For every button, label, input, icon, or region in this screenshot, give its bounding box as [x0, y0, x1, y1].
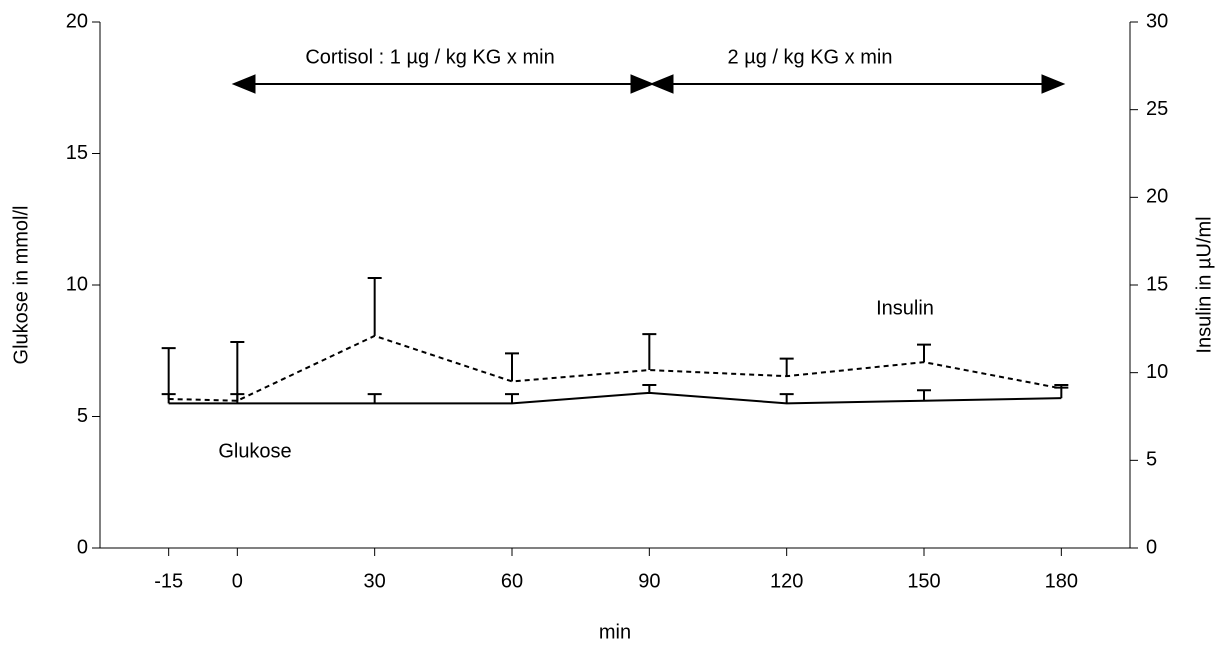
error-bar	[1054, 386, 1069, 399]
x-axis-title: min	[599, 621, 631, 643]
x-tick-label: 0	[232, 570, 243, 592]
error-bar	[642, 333, 657, 371]
error-bar	[230, 340, 245, 401]
series-line	[168, 334, 1062, 402]
error-bar	[917, 389, 931, 401]
error-bar	[1054, 383, 1069, 389]
y2-tick-label: 30	[1146, 10, 1168, 32]
y-tick-label: 5	[77, 405, 88, 427]
annotation: Cortisol : 1 µg / kg KG x min	[305, 46, 554, 68]
error-bar	[161, 347, 176, 399]
x-tick-label: 150	[907, 570, 940, 592]
y2-tick-label: 5	[1146, 449, 1157, 471]
x-tick-label: -15	[154, 570, 183, 592]
y-tick-label: 15	[66, 142, 88, 164]
y2-tick-label: 20	[1146, 186, 1168, 208]
y2-axis-title: Insulin in µU/ml	[1193, 216, 1215, 353]
x-tick-label: 90	[638, 570, 660, 592]
y-tick-label: 20	[66, 10, 88, 32]
y2-tick-label: 10	[1146, 361, 1168, 383]
x-tick-label: 60	[501, 570, 523, 592]
x-tick-label: 120	[770, 570, 803, 592]
x-tick-label: 180	[1045, 570, 1078, 592]
error-bar	[367, 276, 382, 336]
y-axis-title: Glukose in mmol/l	[10, 206, 32, 365]
series-line	[168, 391, 1062, 405]
y2-tick-label: 0	[1146, 536, 1157, 558]
y2-tick-label: 25	[1146, 98, 1168, 120]
annotation: 2 µg / kg KG x min	[728, 46, 893, 68]
y2-tick-label: 15	[1146, 273, 1168, 295]
error-bar	[779, 393, 794, 404]
error-bar	[505, 352, 519, 382]
series-label: Glukose	[218, 440, 291, 462]
error-bar	[505, 393, 519, 404]
y-tick-label: 10	[66, 273, 88, 295]
error-bar	[642, 383, 657, 393]
x-tick-label: 30	[364, 570, 386, 592]
arrows	[231, 74, 1066, 94]
series-label: Insulin	[876, 297, 934, 319]
error-bar	[779, 357, 794, 377]
error-bar	[367, 393, 382, 404]
error-bar	[917, 343, 931, 363]
y-tick-label: 0	[77, 536, 88, 558]
